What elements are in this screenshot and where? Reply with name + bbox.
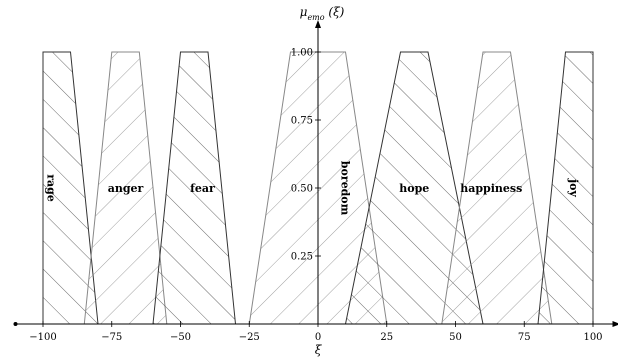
ticks: −100 −75 −50 −25 0 25 50 75 100 0.25 0.50 0.75 1.00	[29, 48, 602, 344]
label-boredom: boredom	[339, 161, 352, 216]
x-axis-label: ξ	[315, 343, 323, 357]
label-happiness: happiness	[460, 182, 522, 195]
y-tick-label: 0.50	[291, 184, 313, 195]
y-axis-arrowhead	[315, 20, 321, 28]
x-axis-arrowhead	[612, 321, 618, 327]
membership-shapes	[42, 51, 594, 325]
x-tick-label: −25	[239, 332, 260, 343]
y-tick-label: 1.00	[291, 48, 313, 59]
y-axis-label: μemo (ξ)	[300, 5, 345, 22]
y-tick-label: 0.75	[291, 116, 313, 127]
x-axis-left-endpoint	[13, 322, 18, 326]
x-tick-label: 100	[583, 332, 602, 343]
x-tick-label: −50	[170, 332, 191, 343]
label-rage: rage	[44, 174, 57, 202]
x-tick-label: 50	[449, 332, 462, 343]
set-labels: rage anger fear boredom hope happiness joy	[44, 161, 580, 216]
label-hope: hope	[399, 182, 429, 195]
x-tick-label: −100	[29, 332, 56, 343]
axes	[13, 20, 618, 327]
y-tick-label: 0.25	[291, 252, 313, 263]
label-joy: joy	[567, 178, 580, 197]
x-tick-label: −75	[101, 332, 122, 343]
x-tick-label: 0	[315, 332, 321, 343]
x-tick-label: 75	[518, 332, 531, 343]
label-fear: fear	[190, 182, 215, 195]
label-anger: anger	[108, 182, 144, 195]
x-tick-label: 25	[380, 332, 393, 343]
membership-joy	[537, 51, 594, 325]
